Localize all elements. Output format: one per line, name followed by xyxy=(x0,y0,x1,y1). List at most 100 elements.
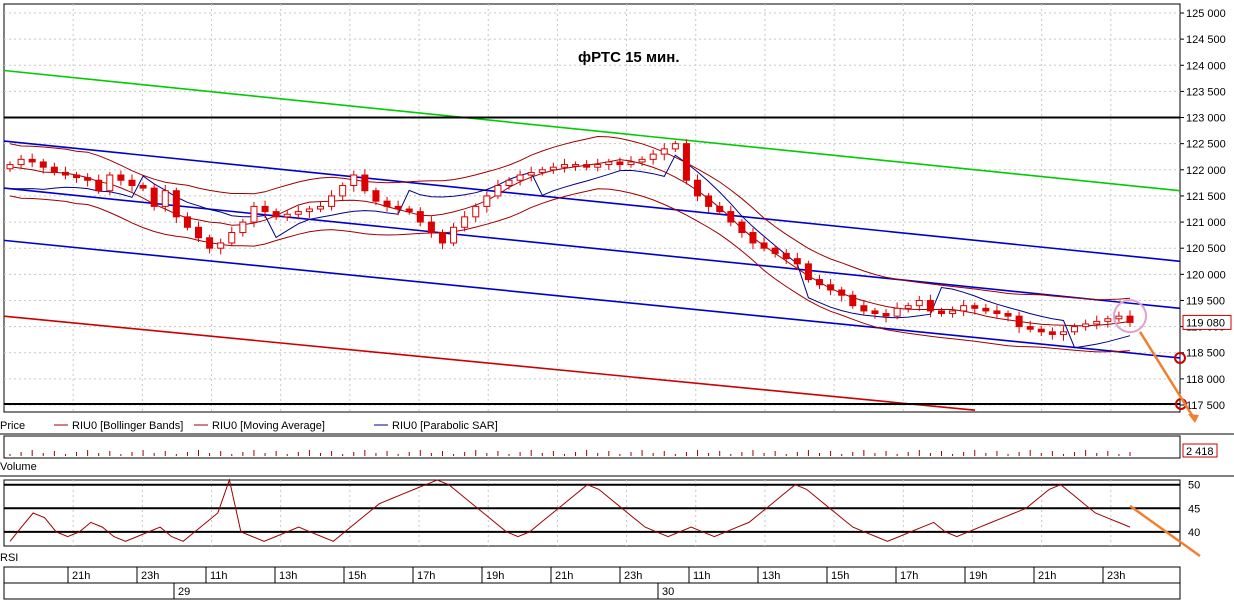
candle-body xyxy=(139,184,147,189)
time-tick-label: 19h xyxy=(486,570,504,582)
last-price-box xyxy=(1182,314,1232,330)
volume-panel: 2 418 Volume xyxy=(0,443,1234,477)
legend-label: Price xyxy=(0,420,25,432)
trend-line-0 xyxy=(3,69,1181,192)
trend-line-3 xyxy=(3,239,1181,359)
candle-body xyxy=(882,313,890,317)
candle-body xyxy=(694,179,702,197)
candle-body xyxy=(605,161,613,166)
candle-body xyxy=(594,164,602,168)
time-tick-label: 21h xyxy=(72,570,90,582)
y-tick-label: 123 500 xyxy=(1186,86,1226,98)
y-tick-label: 122 000 xyxy=(1186,165,1226,177)
candle-body xyxy=(716,205,724,213)
parabolic-sar-line xyxy=(10,154,1131,349)
time-tick-label: 17h xyxy=(417,570,435,582)
candle-body xyxy=(616,161,624,166)
candle-body xyxy=(1015,315,1023,328)
price-y-axis: 125 000 124 500 124 000 123 500 123 000 122 5… xyxy=(1180,8,1232,412)
candle-body xyxy=(1104,318,1112,322)
annotations xyxy=(1113,299,1201,558)
time-axis: 21h 23h 11h 13h 15h 17h 19h 21h 23h 11h 13h 15h 17h 1… xyxy=(67,567,1125,599)
candle-body xyxy=(649,153,657,160)
candle-body xyxy=(738,221,746,234)
candle-body xyxy=(472,205,480,218)
candle-body xyxy=(1126,315,1134,323)
candle-body xyxy=(549,166,557,171)
candle-body xyxy=(416,211,424,223)
candle-body xyxy=(982,307,990,312)
candle-body xyxy=(328,195,336,207)
candle-body xyxy=(84,177,92,181)
candle-body xyxy=(760,242,768,249)
y-tick-label: 125 000 xyxy=(1186,8,1226,20)
highlight-circle xyxy=(1113,299,1147,334)
candle-body xyxy=(871,310,879,315)
candle-body xyxy=(849,294,857,307)
candle-body xyxy=(505,179,513,186)
trend-line-1 xyxy=(3,140,1181,263)
y-tick-label: 120 500 xyxy=(1186,243,1226,255)
candle-body xyxy=(61,171,69,176)
candle-body xyxy=(749,232,757,244)
candle-body xyxy=(39,161,47,168)
date-tick-label: 29 xyxy=(178,586,190,598)
y-tick-label: 122 500 xyxy=(1186,139,1226,151)
price-grid xyxy=(4,4,1180,546)
candle-body xyxy=(217,242,225,249)
candle-body xyxy=(1059,331,1067,335)
y-tick-label: 118 500 xyxy=(1186,348,1225,360)
trend-line-4 xyxy=(3,315,976,412)
time-tick-label: 15h xyxy=(348,570,366,582)
candle-body xyxy=(128,179,136,186)
bollinger-upper-line xyxy=(9,135,1131,301)
chart-title: фРТС 15 мин. xyxy=(578,49,680,66)
rsi-panel: 50 45 40 RSI xyxy=(0,478,1200,564)
candle-body xyxy=(1115,315,1123,320)
legend-label: RIU0 [Bollinger Bands] xyxy=(72,420,183,432)
candle-body xyxy=(183,216,191,228)
candle-body xyxy=(771,247,779,254)
legend-label: RIU0 [Moving Average] xyxy=(212,420,325,432)
volume-panel-label: Volume xyxy=(0,461,37,473)
candle-body xyxy=(494,184,502,197)
candle-body xyxy=(50,166,58,173)
rsi-tick-label: 40 xyxy=(1188,527,1200,539)
y-tick-label: 124 500 xyxy=(1186,34,1226,46)
candle-body xyxy=(827,284,835,291)
volume-last-label: 2 418 xyxy=(1186,446,1214,458)
time-tick-label: 17h xyxy=(900,570,918,582)
candle-body xyxy=(195,226,203,239)
candle-body xyxy=(560,164,568,168)
chart-frames xyxy=(3,3,1181,600)
time-tick-label: 11h xyxy=(210,570,228,582)
candle-body xyxy=(305,208,313,213)
volume-last-box xyxy=(1182,443,1218,458)
moving-average-line xyxy=(9,159,1131,327)
trend-lines xyxy=(3,69,1181,412)
candle-body xyxy=(239,221,247,234)
candle-body xyxy=(727,211,735,223)
candle-body xyxy=(28,158,36,163)
date-tick-label: 30 xyxy=(662,586,674,598)
rsi-line xyxy=(9,478,1131,542)
candle-body xyxy=(106,174,114,192)
target-circle-1 xyxy=(1174,351,1186,364)
time-tick-label: 15h xyxy=(831,570,849,582)
candle-body xyxy=(993,310,1001,315)
candle-body xyxy=(283,213,291,218)
candle-body xyxy=(660,148,668,155)
candle-body xyxy=(926,299,934,312)
candle-body xyxy=(1093,320,1101,325)
candle-body xyxy=(73,174,81,179)
candle-body xyxy=(1004,313,1012,317)
candle-body xyxy=(915,299,923,307)
rsi-panel-frame xyxy=(3,479,1181,547)
candle-body xyxy=(294,211,302,215)
candle-body xyxy=(150,187,158,207)
y-tick-label: 123 000 xyxy=(1186,113,1226,125)
candle-body xyxy=(95,179,103,192)
candle-body xyxy=(339,184,347,197)
candle-body xyxy=(394,205,402,210)
